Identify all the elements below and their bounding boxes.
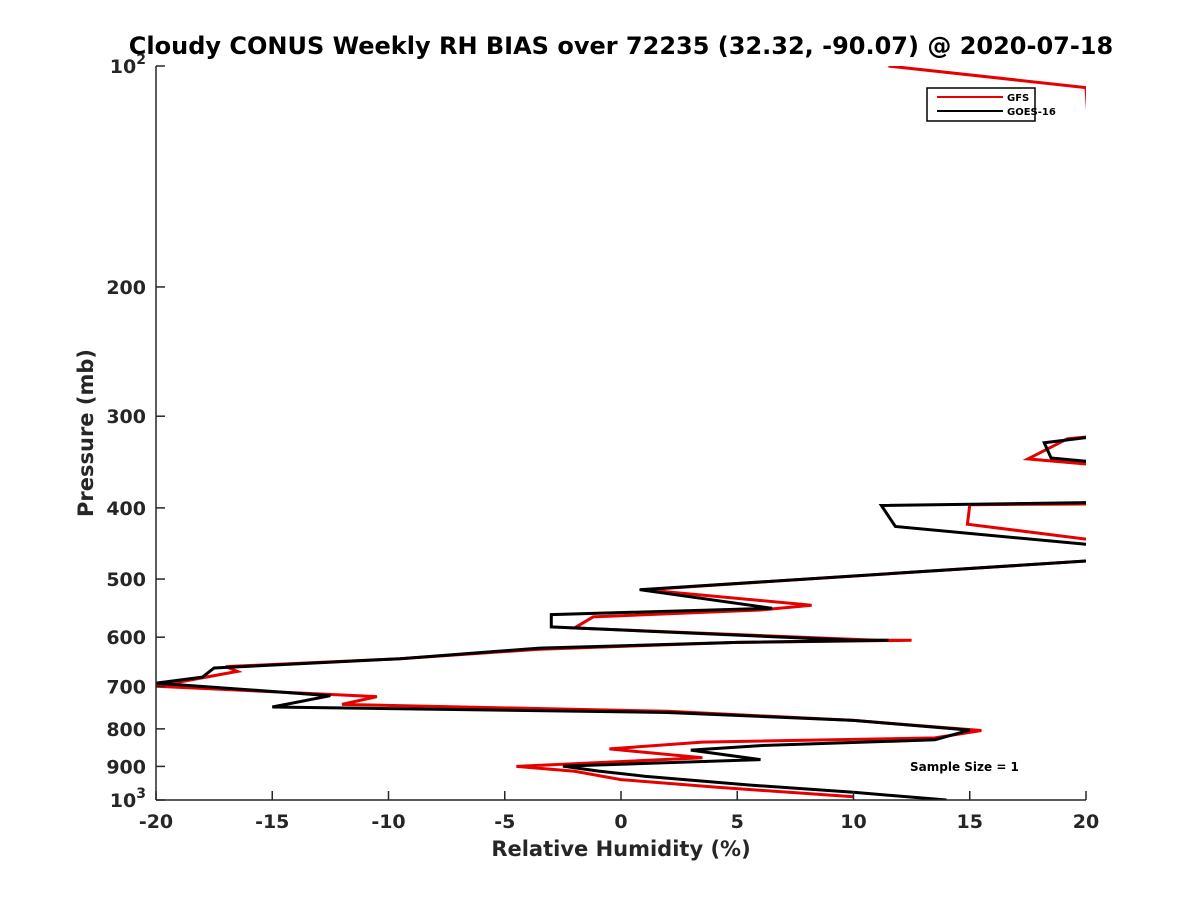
x-tick-label: 5 — [731, 811, 744, 833]
legend: GFS GOES-16 — [926, 87, 1056, 122]
chart-title: Cloudy CONUS Weekly RH BIAS over 72235 (… — [129, 32, 1113, 60]
y-tick-label: 102 — [110, 52, 146, 78]
y-tick-label: 200 — [106, 277, 146, 299]
legend-label-gfs: GFS — [1007, 93, 1029, 104]
y-tick-label: 500 — [106, 569, 146, 591]
x-tick-label: 20 — [1073, 811, 1099, 833]
x-tick-label: 10 — [840, 811, 866, 833]
series-line-goes16 — [156, 436, 1086, 800]
y-tick-label: 800 — [106, 719, 146, 741]
x-tick-label: -15 — [255, 811, 289, 833]
x-axis-label: Relative Humidity (%) — [491, 837, 750, 861]
y-tick-label: 300 — [106, 406, 146, 428]
y-axis-label: Pressure (mb) — [74, 349, 98, 517]
sample-size-annotation: Sample Size = 1 — [910, 760, 1019, 774]
legend-label-goes16: GOES-16 — [1007, 107, 1056, 118]
y-tick-label: 103 — [110, 786, 146, 812]
y-tick-label: 700 — [106, 676, 146, 698]
x-tick-label: 15 — [957, 811, 983, 833]
x-tick-label: -20 — [139, 811, 173, 833]
x-tick-label: -10 — [371, 811, 405, 833]
y-tick-label: 600 — [106, 627, 146, 649]
series-line-gfs — [156, 66, 1086, 799]
legend-box — [926, 87, 1036, 122]
x-tick-label: -5 — [494, 811, 515, 833]
x-tick-label: 0 — [614, 811, 627, 833]
y-tick-label: 900 — [106, 756, 146, 778]
y-tick-label: 400 — [106, 498, 146, 520]
